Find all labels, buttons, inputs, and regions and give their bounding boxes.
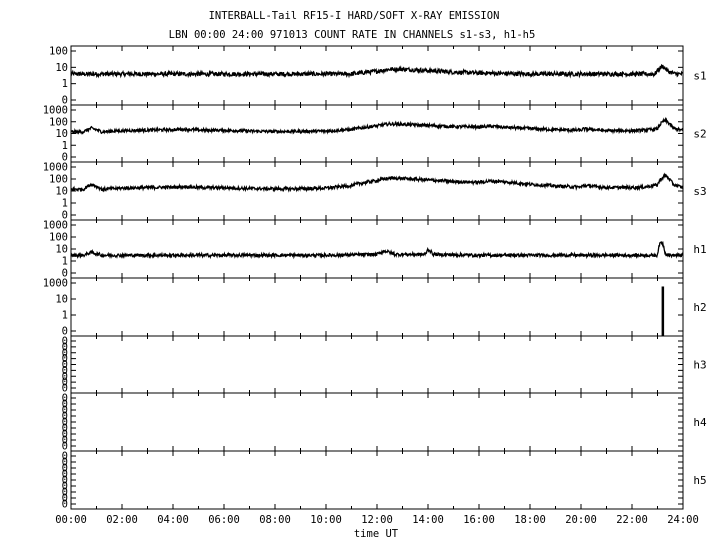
chart-subtitle: LBN 00:00 24:00 971013 COUNT RATE IN CHA… — [169, 29, 536, 41]
x-tick-label: 14:00 — [412, 514, 444, 526]
y-tick-label: 1000 — [43, 278, 68, 290]
y-tick-label: 0 — [62, 353, 68, 365]
y-tick-label: 0 — [62, 359, 68, 371]
y-tick-label: 100 — [49, 232, 68, 244]
x-axis-label: time UT — [354, 528, 399, 540]
y-tick-label: 0 — [62, 457, 68, 469]
channel-label-h4: h4 — [693, 416, 707, 429]
panel-frame — [70, 392, 684, 452]
x-tick-label: 02:00 — [106, 514, 138, 526]
y-tick-label: 1000 — [43, 220, 68, 232]
y-tick-label: 10 — [55, 128, 68, 140]
y-tick-label: 1 — [62, 310, 68, 322]
panel-frame — [70, 450, 684, 510]
y-tick-label: 0 — [62, 210, 68, 222]
x-tick-label: 16:00 — [463, 514, 495, 526]
y-tick-label: 10 — [55, 62, 68, 74]
y-tick-label: 100 — [49, 116, 68, 128]
y-tick-label: 0 — [62, 411, 68, 423]
y-tick-label: 0 — [62, 399, 68, 411]
y-tick-label: 1000 — [43, 105, 68, 117]
y-tick-label: 0 — [62, 152, 68, 164]
y-tick-label: 1000 — [43, 162, 68, 174]
x-tick-label: 20:00 — [565, 514, 597, 526]
channel-label-s1: s1 — [693, 70, 706, 83]
y-tick-label: 10 — [55, 294, 68, 306]
x-tick-label: 00:00 — [55, 514, 87, 526]
chart-title: INTERBALL-Tail RF15-I HARD/SOFT X-RAY EM… — [209, 10, 500, 22]
y-tick-label: 0 — [62, 435, 68, 447]
y-tick-label: 100 — [49, 174, 68, 186]
y-tick-label: 0 — [62, 451, 68, 463]
channel-label-h3: h3 — [693, 359, 706, 372]
channel-label-h2: h2 — [693, 301, 706, 314]
x-tick-label: 08:00 — [259, 514, 291, 526]
y-tick-label: 0 — [62, 499, 68, 511]
y-tick-label: 0 — [62, 475, 68, 487]
y-tick-label: 0 — [62, 429, 68, 441]
x-tick-label: 18:00 — [514, 514, 546, 526]
y-tick-label: 0 — [62, 371, 68, 383]
y-tick-label: 0 — [62, 417, 68, 429]
y-tick-label: 100 — [49, 46, 68, 58]
x-tick-label: 04:00 — [157, 514, 189, 526]
y-tick-label: 0 — [62, 383, 68, 395]
channel-label-h1: h1 — [693, 243, 706, 256]
y-tick-label: 10 — [55, 186, 68, 198]
x-tick-label: 10:00 — [310, 514, 342, 526]
y-tick-label: 0 — [62, 463, 68, 475]
x-tick-label: 22:00 — [616, 514, 648, 526]
panel-frame — [70, 219, 684, 279]
x-tick-label: 12:00 — [361, 514, 393, 526]
panel-frame — [70, 104, 684, 163]
trace-s2 — [70, 116, 684, 135]
y-tick-label: 0 — [62, 405, 68, 417]
y-tick-label: 0 — [62, 493, 68, 505]
y-tick-label: 1 — [62, 256, 68, 268]
y-tick-label: 0 — [62, 95, 68, 107]
channel-label-s3: s3 — [693, 185, 706, 198]
y-tick-label: 0 — [62, 481, 68, 493]
x-axis: 00:00 02:00 04:00 06:00 08:00 10:00 12:00 14:00… — [55, 514, 699, 526]
y-tick-label: 0 — [62, 336, 68, 348]
y-tick-label: 0 — [62, 347, 68, 359]
x-tick-label: 06:00 — [208, 514, 240, 526]
trace-s1 — [70, 63, 683, 79]
y-tick-label: 1 — [62, 78, 68, 90]
channel-label-s2: s2 — [693, 128, 706, 141]
y-tick-label: 1 — [62, 198, 68, 210]
y-tick-label: 0 — [62, 341, 68, 353]
y-tick-label: 10 — [55, 244, 68, 256]
y-tick-label: 0 — [62, 326, 68, 338]
x-tick-label: 24:00 — [667, 514, 699, 526]
trace-s3 — [70, 172, 684, 193]
y-tick-label: 0 — [62, 423, 68, 435]
trace-h1 — [70, 240, 684, 260]
y-tick-label: 0 — [62, 393, 68, 405]
y-tick-label: 0 — [62, 377, 68, 389]
y-tick-label: 0 — [62, 441, 68, 453]
data-spike — [661, 286, 665, 336]
y-tick-label: 0 — [62, 487, 68, 499]
panel-frame — [70, 277, 684, 337]
channel-label-h5: h5 — [693, 474, 706, 487]
panel-stack: 1001010s110001001010s210001001010s310001… — [43, 45, 707, 511]
y-tick-label: 0 — [62, 469, 68, 481]
panel-frame — [70, 161, 684, 221]
panel-frame — [70, 335, 684, 394]
y-tick-label: 1 — [62, 140, 68, 152]
y-tick-label: 0 — [62, 268, 68, 280]
y-tick-label: 0 — [62, 365, 68, 377]
